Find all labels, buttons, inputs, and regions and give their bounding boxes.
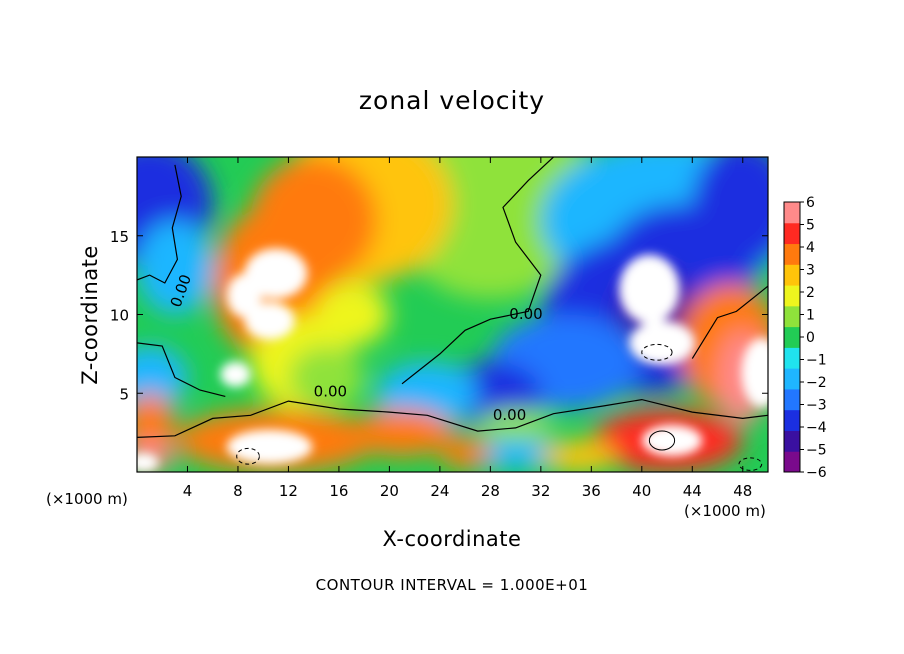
colorbar-swatch [784, 326, 800, 348]
saturated-region [641, 424, 703, 457]
chart-title: zonal velocity [358, 86, 546, 115]
x-tick-label: 4 [183, 482, 193, 500]
saturated-region [244, 301, 295, 340]
contour-line [137, 164, 182, 284]
x-tick-label: 32 [531, 482, 550, 500]
negative-contour [641, 343, 673, 361]
x-tick-label: 40 [632, 482, 651, 500]
contour-labels: 0.000.000.000.00 [167, 272, 543, 424]
z-scale-label: (×1000 m) [46, 490, 128, 508]
x-tick-label: 48 [733, 482, 752, 500]
colorbar-label: 3 [806, 263, 815, 279]
colorbar-label: −3 [806, 398, 827, 414]
field-blob [313, 283, 390, 346]
x-tick-label: 12 [279, 482, 298, 500]
field-blob [137, 393, 175, 457]
field-blob [465, 437, 567, 469]
colorbar-label: 4 [806, 240, 815, 256]
saturated-region [220, 361, 251, 387]
colorbar: 6 5 4 3 2 1 0 −1 −2 −3 −4 −5 −6 [783, 195, 827, 481]
colorbar-swatch [784, 430, 800, 452]
colorbar-label: 5 [806, 218, 815, 234]
colorbar-swatch [784, 243, 800, 265]
x-tick-label: 8 [233, 482, 243, 500]
contour-label: 0.00 [493, 406, 526, 424]
y-axis-label: Z-coordinate [78, 245, 102, 385]
x-tick-label: 28 [481, 482, 500, 500]
contour-line [137, 342, 226, 397]
colorbar-label: 2 [806, 285, 815, 301]
colorbar-label: −1 [806, 353, 827, 369]
field-blob [540, 440, 617, 472]
field-blob [288, 346, 365, 409]
colorbar-swatch [784, 347, 800, 369]
contour-line [137, 398, 768, 438]
contour-line [401, 157, 554, 385]
negative-contour [738, 457, 763, 471]
colorbar-label: 6 [806, 195, 815, 211]
saturated-region [137, 453, 159, 472]
z-tick-label: 10 [110, 307, 129, 325]
field-blob [137, 346, 188, 409]
positive-contour [648, 430, 676, 451]
x-tick-label: 44 [683, 482, 702, 500]
colorbar-swatch [784, 264, 800, 286]
colorbar-swatch [784, 222, 800, 245]
z-tick-label: 15 [110, 228, 129, 246]
x-axis-label: X-coordinate [382, 527, 522, 551]
field-blob [351, 409, 453, 457]
colorbar-label: 0 [806, 330, 815, 346]
x-scale-label: (×1000 m) [684, 502, 766, 520]
saturated-region [226, 429, 313, 465]
negative-contour [236, 447, 260, 465]
velocity-field [137, 157, 768, 472]
colorbar-swatch [784, 305, 800, 328]
contour-label: 0.00 [314, 382, 347, 400]
colorbar-swatch [784, 388, 800, 411]
colorbar-label: −2 [806, 375, 827, 391]
colorbar-swatch [784, 409, 800, 431]
contour-label: 0.00 [509, 305, 542, 323]
zero-contours [137, 157, 768, 471]
colorbar-label: −5 [806, 443, 827, 459]
x-tick-label: 36 [582, 482, 601, 500]
field-blob [439, 437, 491, 469]
x-tick-label: 16 [329, 482, 348, 500]
contour-interval-note: CONTOUR INTERVAL = 1.000E+01 [315, 576, 589, 594]
saturated-region [619, 254, 680, 324]
x-tick-label: 24 [430, 482, 449, 500]
colorbar-swatch [784, 451, 800, 473]
colorbar-swatch [784, 285, 800, 307]
colorbar-swatch [784, 368, 800, 390]
colorbar-label: −6 [806, 465, 827, 481]
colorbar-label: 1 [806, 308, 815, 324]
field-blob [414, 204, 567, 299]
colorbar-label: −4 [806, 420, 827, 436]
field-blob [137, 220, 213, 315]
field-blob [477, 409, 554, 441]
saturated-region [741, 338, 768, 408]
saturated-region [629, 320, 695, 365]
x-tick-label: 20 [380, 482, 399, 500]
colorbar-swatch [784, 202, 800, 224]
contour-line [691, 285, 768, 359]
z-tick-label: 5 [119, 385, 129, 403]
